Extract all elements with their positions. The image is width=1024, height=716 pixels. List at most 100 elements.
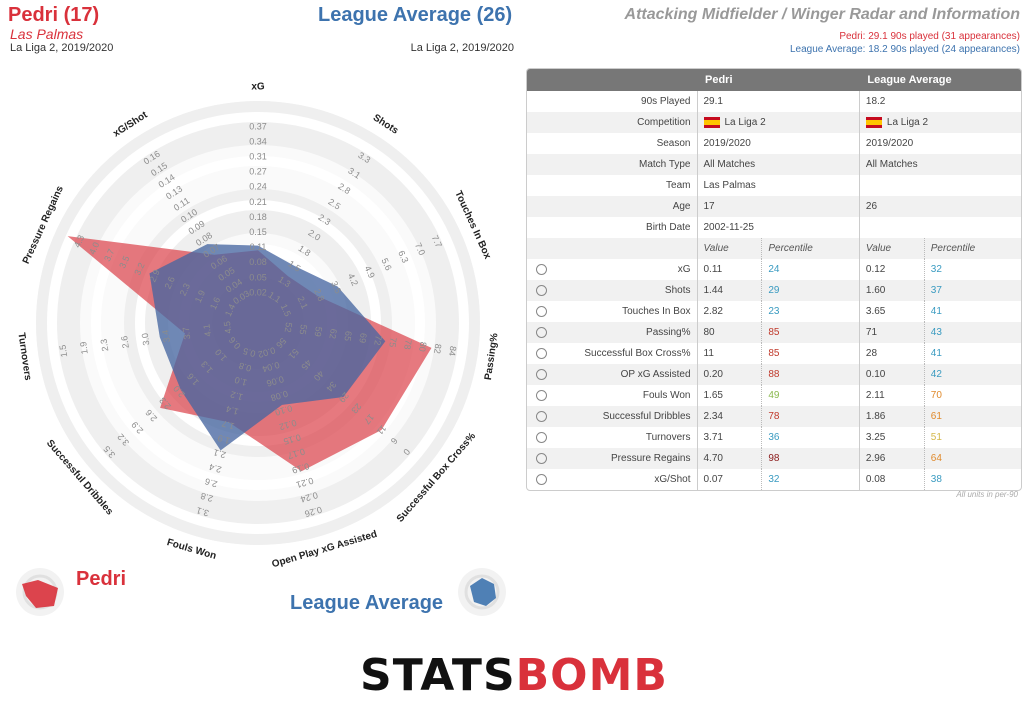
avg-percentile: 37 [923,280,1021,301]
radar-tick-label: 1.0 [233,375,248,388]
player-title: Pedri (17) [8,4,100,26]
radar-tick-label: 0.21 [295,475,315,490]
radar-tick-label: 0.26 [304,504,324,519]
radar-tick-label: 55 [298,324,309,335]
stat-label: Fouls Won [642,390,691,401]
avg-percentile: 41 [923,301,1021,322]
radar-tick-label: 0.18 [249,212,267,222]
radar-tick-label: 4.1 [201,323,213,337]
radar-tick-label: 1.5 [58,344,70,358]
stat-label: Passing% [555,322,697,343]
percentile-header: Percentile [923,238,1021,259]
player-value: 0.11 [696,259,762,280]
avg-value: 1.60 [858,280,925,301]
radar-tick-label: 3.7 [102,247,116,263]
avg-value: 28 [858,343,925,364]
stat-clock-icon [535,452,547,464]
spain-flag-icon [865,116,882,128]
avg-percentile: 64 [923,448,1021,469]
radar-tick-label: 1.2 [229,389,244,402]
radar-tick-label: 2.6 [163,275,177,291]
radar-axis-label: Passing% [483,332,501,380]
radar-axis-label: Fouls Won [165,537,217,562]
info-avg-value [858,217,1021,238]
avg-value: 0.08 [858,469,925,490]
stat-label: xG/Shot [654,474,691,485]
radar-tick-label: 0.15 [282,432,302,447]
radar-tick-label: 0.06 [265,374,285,389]
radar-tick-label: 6.3 [396,249,410,265]
stat-label: Turnovers [645,432,691,443]
radar-tick-label: 3.4 [160,329,172,343]
player-value: 4.70 [696,448,762,469]
radar-tick-label: 0.05 [249,272,267,282]
avg-percentile: 42 [923,364,1021,385]
radar-tick-label: 0.34 [249,136,267,146]
radar-tick-label: 0.21 [249,197,267,207]
radar-tick-label: 65 [342,330,353,341]
info-row: Competition La Liga 2 La Liga 2 [527,112,1021,133]
radar-tick-label: 69 [357,332,368,343]
avg-legend-icon [458,568,506,616]
stat-row: Touches In Box 2.82 23 3.65 41 [527,301,1021,322]
avg-percentile: 61 [923,406,1021,427]
stat-label: Pressure Regains [555,448,697,469]
logo-part-1: STATS [360,650,516,701]
info-player-value: 17 [696,196,860,217]
stat-clock-icon [535,284,547,296]
stat-label: OP xG Assisted [555,364,697,385]
units-note: All units in per-90 [956,490,1018,499]
radar-tick-label: 2.8 [199,491,214,504]
stat-row: Fouls Won 1.65 49 2.11 70 [527,385,1021,406]
radar-tick-label: 3.7 [181,326,193,340]
radar-tick-label: 0.31 [249,152,267,162]
value-header: Value [696,238,762,259]
info-avg-value [858,175,1021,196]
info-row: Age 17 26 [527,196,1021,217]
info-label: Competition [555,112,697,133]
info-avg-value: All Matches [858,154,1021,175]
player-percentile: 29 [761,280,860,301]
radar-tick-label: 23 [349,401,363,415]
avg-percentile: 43 [923,322,1021,343]
radar-tick-label: 1.9 [78,341,90,355]
radar-tick-label: 1.7 [221,418,236,431]
player-value: 0.20 [696,364,762,385]
avg-percentile: 51 [923,427,1021,448]
stat-label: Touches In Box [622,306,691,317]
avg-radar-area [149,244,386,451]
avg-subtitle: League Average: 18.2 90s played (24 appe… [790,44,1020,55]
stat-row: Successful Box Cross% 11 85 28 41 [527,343,1021,364]
avg-percentile: 41 [923,343,1021,364]
radar-title: Attacking Midfielder / Winger Radar and … [624,6,1020,23]
radar-tick-label: 0.19 [291,461,311,476]
stat-clock-icon [535,368,547,380]
stat-clock-icon [535,473,547,485]
radar-tick-label: 2.1 [212,447,227,460]
player-percentile: 78 [761,406,860,427]
radar-tick-label: 4.0 [87,240,101,256]
info-label: Match Type [555,154,697,175]
radar-tick-label: 62 [327,328,338,339]
stat-row: OP xG Assisted 0.20 88 0.10 42 [527,364,1021,385]
radar-tick-label: 3.5 [329,280,343,296]
radar-tick-label: 0.11 [250,242,267,252]
radar-tick-label: 78 [402,339,413,350]
info-label: 90s Played [641,96,691,107]
avg-value: 2.11 [858,385,925,406]
info-avg-value: 2019/2020 [858,133,1021,154]
avg-value: 71 [858,322,925,343]
player-percentile: 24 [761,259,860,280]
radar-tick-label: 56 [274,336,288,350]
radar-tick-label: 2.1 [296,295,310,311]
player-percentile: 36 [761,427,860,448]
player-value: 1.65 [696,385,762,406]
radar-tick-label: 2.8 [312,287,326,303]
radar-tick-label: 0.27 [249,167,267,177]
stat-clock-icon [535,431,547,443]
player-value: 2.34 [696,406,762,427]
stat-row: xG 0.11 24 0.12 32 [527,259,1021,280]
stat-label: xG [677,264,691,275]
radar-tick-label: 0.24 [249,182,267,192]
player-value: 11 [696,343,762,364]
